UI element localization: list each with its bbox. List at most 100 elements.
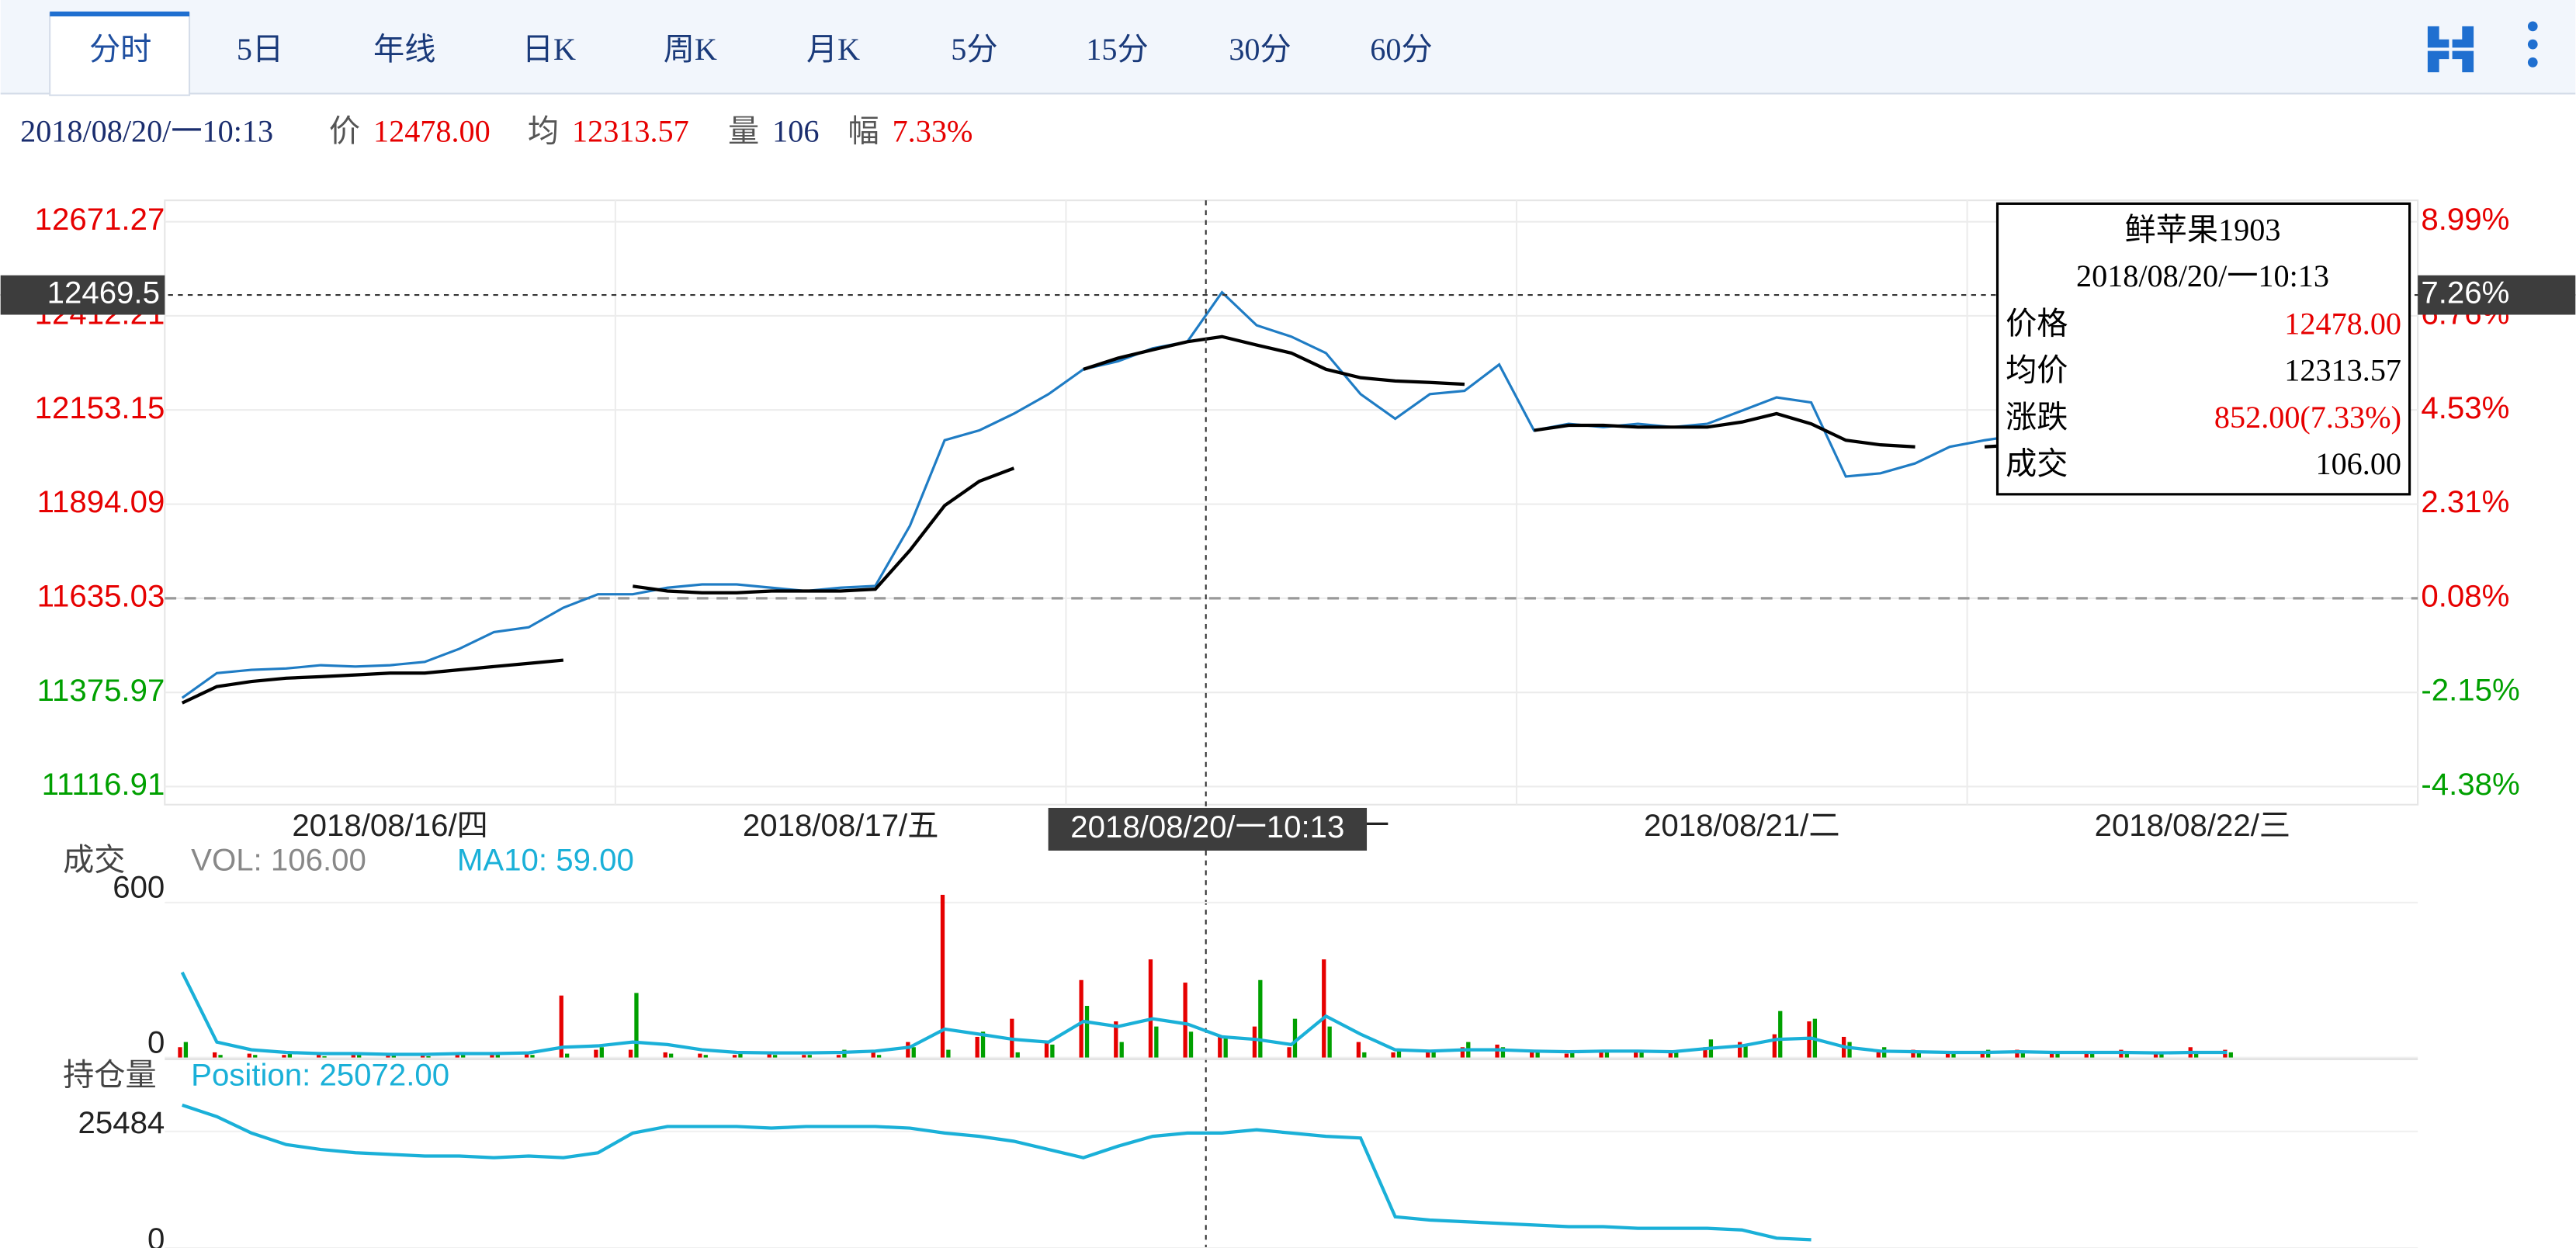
volume-bar (357, 1055, 362, 1058)
volume-bar (1743, 1044, 1748, 1058)
info-label: 均 (528, 114, 559, 149)
y2-tick-label: 4.53% (2421, 390, 2509, 425)
volume-bar (1292, 1018, 1298, 1058)
volume-bar (634, 993, 639, 1058)
volume-bar (1287, 1047, 1291, 1058)
y2-tick-label: 8.99% (2421, 202, 2509, 237)
dot (2527, 57, 2538, 68)
volume-bar (1396, 1049, 1402, 1058)
volume-bar (767, 1053, 771, 1058)
volume-bar (253, 1055, 258, 1058)
volume-bar (628, 1049, 633, 1058)
tooltip-label: 均价 (2006, 353, 2068, 388)
crosshair-y2-box (2418, 275, 2576, 315)
volume-bar (772, 1055, 778, 1058)
dot (2527, 39, 2538, 50)
y2-tick-label: -4.38% (2421, 767, 2519, 802)
collapse-icon[interactable] (2427, 26, 2474, 73)
tooltip-title: 鲜苹果1903 (2125, 213, 2281, 248)
volume-bar (1154, 1026, 1159, 1058)
tab[interactable]: 5分 (951, 32, 997, 67)
tooltip-value: 12478.00 (2284, 306, 2401, 341)
y2-tick-label: 0.08% (2421, 578, 2509, 613)
crosshair-y2-label: 7.26% (2421, 276, 2509, 310)
volume-bar (738, 1052, 743, 1058)
info-label: 幅 (848, 114, 879, 149)
crosshair-x-label: 2018/08/20/一10:13 (1070, 809, 1344, 844)
volume-bar (1703, 1047, 1708, 1058)
tab[interactable]: 30分 (1229, 32, 1291, 67)
tab[interactable]: 5日 (237, 32, 283, 67)
volume-bar (1391, 1052, 1395, 1058)
volume-bar (1778, 1011, 1783, 1058)
volume-bar (1431, 1052, 1436, 1058)
volume-bar (1252, 1026, 1257, 1058)
volume-bar (1015, 1052, 1020, 1058)
tooltip-value: 106.00 (2315, 446, 2401, 481)
volume-bar (668, 1053, 674, 1058)
volume-bar (876, 1055, 882, 1058)
volume-bar (490, 1053, 494, 1058)
position-label: Position: 25072.00 (191, 1058, 449, 1093)
info-value: 7.33% (893, 114, 973, 149)
volume-bar (1356, 1042, 1361, 1058)
volume-bar (698, 1053, 702, 1058)
volume-bar (2228, 1052, 2233, 1058)
volume-bar (1847, 1042, 1852, 1058)
tab[interactable]: 月K (806, 32, 860, 67)
y-tick-label: 11635.03 (37, 578, 165, 613)
volume-bar (2153, 1052, 2158, 1058)
price-line (181, 290, 2228, 699)
volume-bar (178, 1047, 182, 1058)
volume-bar (1148, 959, 1153, 1058)
volume-bar (1223, 1036, 1228, 1058)
volume-bar (2084, 1051, 2089, 1058)
volume-bar (1570, 1052, 1575, 1058)
vol-label: VOL: 106.00 (191, 842, 366, 877)
info-line: 2018/08/20/一10:13 价 12478.00 均 12313.57 … (20, 114, 973, 149)
ma-line (180, 971, 2228, 1056)
panel-title: 成交 (63, 842, 125, 877)
x-tick-label: 2018/08/21/二 (1644, 808, 1839, 843)
tab[interactable]: 周K (664, 32, 717, 67)
tooltip-value: 852.00(7.33%) (2214, 400, 2401, 435)
volume-bar (2159, 1052, 2164, 1058)
volume-bar (1876, 1052, 1881, 1058)
tabs: 分时 5日 年线 日K 周K 月K 5分 15分 30分 60分 (89, 32, 1433, 67)
volume-bar (836, 1055, 841, 1058)
volume-bar (564, 1053, 570, 1058)
tab[interactable]: 60分 (1370, 32, 1432, 67)
y-tick-label: 0 (147, 1024, 165, 1059)
volume-bar (663, 1052, 667, 1058)
tab[interactable]: 年线 (373, 32, 435, 67)
volume-bar (420, 1055, 425, 1058)
y2-tick-label: 2.31% (2421, 484, 2509, 519)
volume-bar (2055, 1051, 2060, 1058)
tooltip-label: 价格 (2006, 306, 2068, 341)
y2-tick-label: -2.15% (2421, 673, 2519, 708)
volume-bar (1564, 1053, 1569, 1058)
y-tick-label: 600 (113, 870, 165, 905)
volume-bar (559, 995, 563, 1058)
y-tick-label: 11894.09 (37, 484, 165, 519)
volume-bar (316, 1055, 321, 1058)
tab[interactable]: 日K (522, 32, 576, 67)
volume-bar (940, 894, 945, 1058)
tab-bar (0, 0, 2576, 94)
volume-bar (1738, 1042, 1742, 1058)
volume-bar (1535, 1049, 1540, 1058)
average-line (181, 335, 2228, 705)
info-time: 2018/08/20/一10:13 (20, 114, 273, 149)
menu-icon[interactable] (2527, 21, 2538, 68)
position-line (182, 1103, 1812, 1242)
volume-bar (386, 1055, 390, 1058)
info-label: 量 (728, 114, 759, 149)
volume-bar (287, 1053, 293, 1058)
panel-title: 持仓量 (63, 1058, 157, 1093)
volume-bar (1951, 1052, 1956, 1058)
y-tick-label: 0 (147, 1222, 165, 1248)
tab[interactable]: 分时 (89, 32, 151, 67)
volume-bar (906, 1042, 910, 1058)
y-tick-label: 12153.15 (35, 390, 165, 425)
tab[interactable]: 15分 (1086, 32, 1148, 67)
